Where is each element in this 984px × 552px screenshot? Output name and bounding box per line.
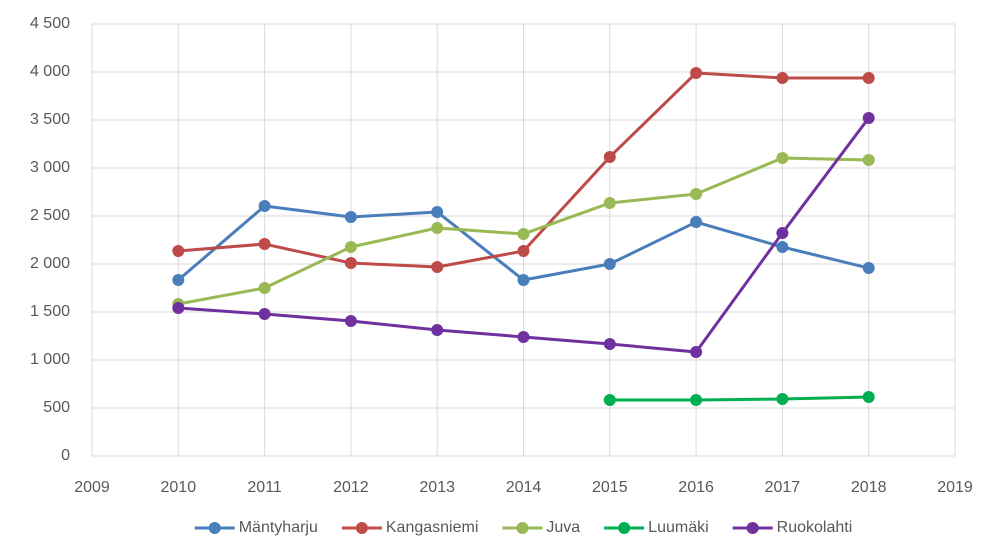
y-tick-label: 2 000 [30, 255, 70, 272]
data-point [776, 152, 789, 165]
data-point [776, 241, 789, 254]
data-point [517, 245, 530, 258]
x-tick-label: 2015 [592, 479, 628, 496]
x-tick-label: 2011 [247, 479, 282, 496]
legend-entry: Luumäki [604, 519, 709, 536]
data-point [172, 245, 185, 258]
data-point [344, 257, 357, 270]
y-tick-label: 1 000 [30, 351, 70, 368]
y-tick-label: 2 500 [30, 207, 70, 224]
legend-marker [355, 522, 368, 534]
data-point [431, 205, 444, 218]
series-line [609, 395, 869, 402]
legend-label: Kangasniemi [386, 519, 479, 536]
legend-marker [746, 522, 759, 534]
data-point [258, 238, 271, 251]
x-tick-label: 2017 [765, 479, 801, 496]
y-tick-label: 3 000 [30, 159, 70, 176]
data-point [603, 337, 616, 350]
legend-label: Luumäki [648, 519, 708, 536]
data-point [172, 301, 185, 314]
y-tick-label: 3 500 [30, 111, 70, 128]
data-point [603, 394, 616, 407]
data-point [258, 308, 271, 321]
legend: Mäntyharju Kangasniemi Juva Luumäki Ruokolah… [194, 519, 853, 536]
data-point [862, 262, 875, 275]
legend-label: Ruokolahti [777, 519, 853, 536]
legend-entry: Kangasniemi [341, 519, 479, 536]
data-point [603, 258, 616, 270]
data-point [776, 226, 789, 239]
data-point [517, 274, 530, 287]
data-point [690, 188, 703, 201]
data-point [344, 315, 357, 328]
data-point [776, 392, 789, 405]
legend-marker [516, 522, 529, 534]
data-point [431, 260, 444, 273]
data-point [862, 71, 875, 84]
data-point [690, 394, 703, 407]
legend-label: Juva [546, 519, 580, 536]
data-point [431, 323, 444, 336]
data-point [690, 66, 703, 79]
x-tick-label: 2009 [74, 479, 110, 496]
x-tick-label: 2013 [419, 479, 455, 496]
y-tick-label: 4 000 [30, 63, 70, 80]
data-point [431, 222, 444, 234]
legend-entry: Ruokolahti [732, 519, 853, 536]
data-point [862, 111, 875, 124]
data-point [862, 154, 875, 167]
data-point [258, 282, 271, 294]
x-tick-label: 2019 [937, 479, 973, 496]
data-point [862, 390, 875, 403]
y-tick-label: 1 500 [30, 303, 70, 320]
y-tick-label: 4 500 [30, 15, 70, 32]
data-point [344, 241, 357, 254]
data-point [603, 150, 616, 163]
data-point [344, 210, 357, 223]
legend-marker [208, 522, 221, 534]
data-point [258, 200, 271, 213]
x-tick-label: 2012 [333, 479, 369, 496]
legend-marker [618, 522, 631, 534]
data-point [690, 216, 703, 229]
x-tick-label: 2018 [851, 479, 887, 496]
data-point [603, 197, 616, 210]
y-tick-label: 500 [43, 399, 70, 416]
x-tick-label: 2016 [678, 479, 714, 496]
y-tick-label: 0 [61, 447, 70, 464]
legend-entry: Mäntyharju [194, 519, 318, 536]
data-point [172, 274, 185, 287]
legend-entry: Juva [502, 519, 580, 536]
data-point [517, 330, 530, 343]
data-point [776, 71, 789, 84]
data-point [690, 346, 703, 359]
x-tick-label: 2014 [506, 479, 542, 496]
legend-label: Mäntyharju [239, 519, 318, 536]
data-point [517, 227, 530, 240]
x-tick-label: 2010 [161, 479, 197, 496]
